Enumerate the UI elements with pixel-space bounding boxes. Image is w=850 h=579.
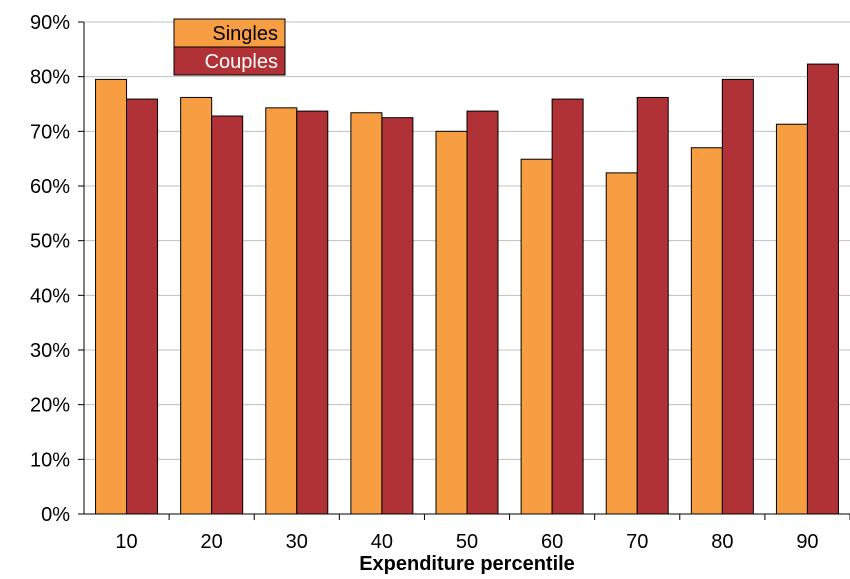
bar-singles-70	[605, 172, 638, 515]
y-tick-label: 40%	[30, 285, 70, 307]
y-tick-label: 50%	[30, 231, 70, 253]
bar-couples-70	[636, 96, 669, 515]
y-tick-label: 20%	[30, 395, 70, 417]
x-tick-labels: 10 20 30 40 50 60 70 80 90	[115, 531, 818, 553]
x-axis-label: Expenditure percentile	[359, 553, 575, 575]
y-tick-label: 60%	[30, 176, 70, 198]
legend-swatch-singles	[173, 18, 286, 48]
bar-singles-10	[95, 78, 128, 515]
bar-singles-80	[690, 147, 723, 515]
x-tick-label: 40	[371, 531, 393, 553]
y-tick-label: 90%	[30, 12, 70, 34]
y-tick-labels: 0% 10% 20% 30% 40% 50% 60% 70% 80% 90%	[30, 12, 70, 526]
x-tick-label: 90	[796, 531, 818, 553]
bar-singles-30	[265, 107, 298, 515]
x-tick-label: 50	[456, 531, 478, 553]
bars-group	[95, 63, 839, 515]
bar-couples-20	[211, 115, 244, 515]
legend: Singles Couples	[173, 18, 286, 76]
bar-couples-40	[381, 117, 414, 515]
legend-label-singles: Singles	[212, 23, 278, 45]
bar-couples-80	[721, 78, 754, 515]
x-tick-label: 70	[626, 531, 648, 553]
y-tick-label: 30%	[30, 340, 70, 362]
bar-singles-20	[180, 96, 213, 515]
y-tick-label: 0%	[41, 504, 70, 526]
x-tick-label: 10	[115, 531, 137, 553]
x-tick-label: 80	[711, 531, 733, 553]
legend-label-couples: Couples	[205, 51, 278, 73]
bar-couples-90	[806, 63, 839, 515]
bar-singles-60	[520, 158, 553, 515]
bar-singles-40	[350, 112, 383, 515]
bar-singles-50	[435, 130, 468, 515]
x-tick-label: 20	[201, 531, 223, 553]
bar-couples-10	[126, 98, 159, 515]
y-tick-label: 70%	[30, 121, 70, 143]
y-tick-label: 80%	[30, 67, 70, 89]
bar-couples-30	[296, 110, 329, 515]
bar-singles-90	[775, 123, 808, 515]
y-tick-label: 10%	[30, 449, 70, 471]
bar-couples-50	[466, 110, 499, 515]
legend-swatch-couples	[173, 46, 286, 76]
bar-couples-60	[551, 98, 584, 515]
x-tick-label: 60	[541, 531, 563, 553]
x-tick-label: 30	[286, 531, 308, 553]
axes	[78, 21, 850, 520]
